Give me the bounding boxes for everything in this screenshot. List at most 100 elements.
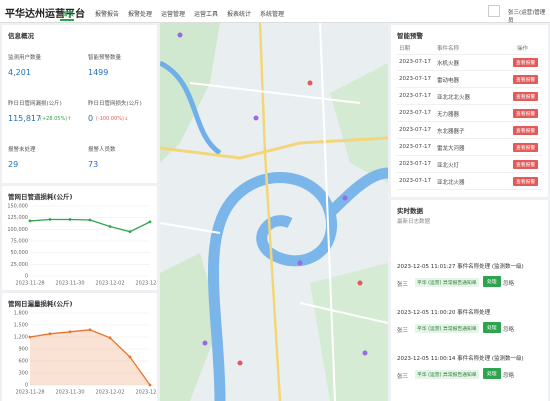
- poi[interactable]: [177, 32, 183, 38]
- table-row: 2023-07-17 无力器器 查看报警: [397, 106, 542, 122]
- point: [68, 330, 72, 334]
- point: [28, 335, 32, 339]
- table-row: 2023-07-17 亚北北火器 查看报警: [397, 174, 542, 190]
- panel-title: 信息概况: [8, 32, 34, 40]
- cell-name: 水机火器: [437, 61, 460, 67]
- map-park: [160, 253, 220, 401]
- entry-extra[interactable]: 忽略: [503, 373, 515, 379]
- stat-value: 115,817: [8, 114, 42, 123]
- table-row: 2023-07-17 雷动电器 查看报警: [397, 72, 542, 88]
- point: [108, 225, 112, 228]
- y-tick-label: 150,000: [7, 204, 28, 210]
- entry-org: 平华 (运营) 异常报告通知单: [415, 370, 479, 379]
- chart-title: 管网日漏量损耗(公斤): [8, 300, 73, 308]
- y-tick-label: 900: [18, 347, 28, 353]
- y-tick-label: 50,000: [11, 250, 29, 256]
- nav-item[interactable]: 运营管理: [161, 11, 186, 18]
- cell-date: 2023-07-17: [399, 161, 431, 167]
- table-header: 日期 事件名称 操作: [397, 42, 542, 55]
- nav-item[interactable]: 报警处理: [128, 11, 153, 18]
- entry-who: 张三: [397, 328, 409, 334]
- alert-button[interactable]: 查看报警: [513, 92, 539, 101]
- overview-panel: 信息概况 监测用户数量 4,201 智能预警数量 1499 昨日日管网漏损(公斤) 115…: [2, 25, 157, 183]
- y-tick-label: 0: [25, 274, 28, 280]
- y-tick-label: 25,000: [11, 262, 29, 268]
- action-button[interactable]: 处理: [483, 322, 501, 333]
- stat-label: 报警未处理: [8, 147, 36, 153]
- stat-value: 1499: [88, 68, 109, 77]
- road: [160, 23, 388, 401]
- point: [28, 219, 32, 223]
- point: [48, 332, 52, 336]
- entry-who: 张三: [397, 374, 409, 380]
- poi-group: [177, 32, 368, 356]
- alert-button[interactable]: 查看报警: [513, 143, 539, 152]
- x-tick-label: 2023-11-30: [55, 281, 84, 287]
- nav-underline: [60, 19, 74, 21]
- map[interactable]: [160, 23, 388, 401]
- nav-item[interactable]: 首页: [62, 11, 75, 18]
- alert-button[interactable]: 查看报警: [513, 126, 539, 135]
- poi[interactable]: [357, 280, 363, 286]
- river: [160, 60, 222, 156]
- user-name[interactable]: 张三(运营)管理员: [508, 10, 546, 24]
- cell-date: 2023-07-17: [399, 59, 431, 65]
- x-tick-label: 2023-12-02: [95, 390, 124, 396]
- stat-value: 0: [88, 114, 94, 123]
- cell-name: 亚北火灯: [437, 163, 460, 169]
- y-tick-label: 1,200: [14, 335, 28, 341]
- stat-value: 4,201: [8, 68, 31, 77]
- alert-button[interactable]: 查看报警: [513, 58, 539, 67]
- action-button[interactable]: 处理: [483, 276, 501, 287]
- chart-panel: 管网日管道损耗(公斤) 0 25,000 50,000 75,000 100,000 12…: [2, 186, 157, 290]
- entry-extra[interactable]: 忽略: [503, 281, 515, 287]
- poi[interactable]: [202, 340, 208, 346]
- stat-label: 智能预警数量: [88, 55, 122, 61]
- action-button[interactable]: 处理: [483, 368, 501, 379]
- alert-button[interactable]: 查看报警: [513, 75, 539, 84]
- poi[interactable]: [237, 360, 243, 366]
- point: [88, 218, 92, 222]
- poi[interactable]: [253, 115, 259, 121]
- alert-button[interactable]: 查看报警: [513, 109, 539, 118]
- road: [160, 136, 388, 160]
- alert-button[interactable]: 查看报警: [513, 160, 539, 169]
- y-tick-label: 100,000: [7, 227, 28, 233]
- poi[interactable]: [297, 260, 303, 266]
- cell-name: 无力器器: [437, 112, 460, 118]
- y-tick-label: 300: [18, 371, 28, 377]
- icon-button[interactable]: [488, 5, 500, 17]
- nav-item[interactable]: 报警报告: [95, 11, 120, 18]
- table-row: 2023-07-17 亚北火灯 查看报警: [397, 157, 542, 173]
- column-header: 事件名称: [437, 46, 460, 52]
- stat-label: 报警人员数: [88, 147, 116, 153]
- alert-button[interactable]: 查看报警: [513, 177, 539, 186]
- subtitle: 最新日志数据: [397, 219, 431, 225]
- app-title: 平华达州运营平台: [5, 9, 85, 20]
- table-row: 2023-07-17 东北器器子 查看报警: [397, 123, 542, 139]
- cell-date: 2023-07-17: [399, 76, 431, 82]
- x-tick-label: 2023-11-28: [15, 390, 44, 396]
- y-tick-label: 75,000: [11, 239, 29, 245]
- nav-item[interactable]: 报表统计: [227, 11, 252, 18]
- poi[interactable]: [362, 350, 368, 356]
- panel-title: 智能预警: [397, 32, 423, 40]
- column-header: 操作: [517, 46, 529, 52]
- point: [148, 383, 152, 387]
- stat-label: 监测用户数量: [8, 55, 42, 61]
- poi[interactable]: [342, 195, 348, 201]
- header: 平华达州运营平台 首页 报警报告 报警处理 运营管理 运营工具 报表统计 系统管理 张三(运…: [0, 0, 550, 24]
- nav-item[interactable]: 运营工具: [194, 11, 219, 18]
- table-row: 2023-07-17 雷龙大河器 查看报警: [397, 140, 542, 156]
- cell-name: 亚北北火器: [437, 180, 465, 186]
- entry-title: 2023-12-05 11:00:14 事件名称处理 (监测数一级): [397, 356, 524, 362]
- x-tick-label: 2023-11-30: [55, 390, 84, 396]
- entry-extra[interactable]: 忽略: [503, 327, 515, 333]
- nav-item[interactable]: 系统管理: [260, 11, 285, 18]
- x-tick-label: 2023-12-04: [135, 390, 157, 396]
- cell-name: 东北器器子: [437, 129, 465, 135]
- column-header: 日期: [399, 46, 411, 52]
- poi[interactable]: [307, 80, 313, 86]
- point: [128, 355, 132, 359]
